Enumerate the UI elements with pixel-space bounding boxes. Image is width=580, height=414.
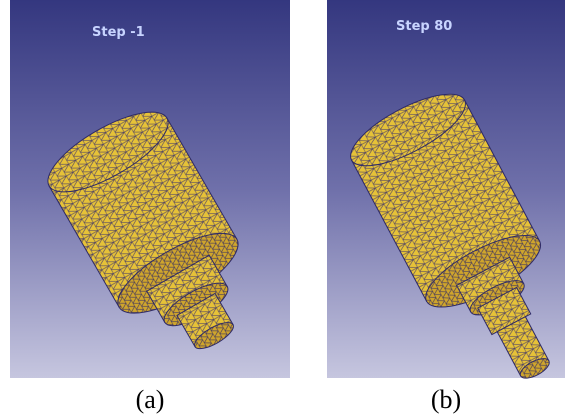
step-label: Step -1 [92,25,145,40]
panel-b: Step 80 (b) [327,0,580,414]
step-label: Step 80 [396,19,452,34]
caption: (a) [136,385,165,414]
figure: Step -1 (a) Step 80 (b) [0,0,580,414]
caption: (b) [431,385,461,414]
panel-a: Step -1 (a) [10,0,290,414]
